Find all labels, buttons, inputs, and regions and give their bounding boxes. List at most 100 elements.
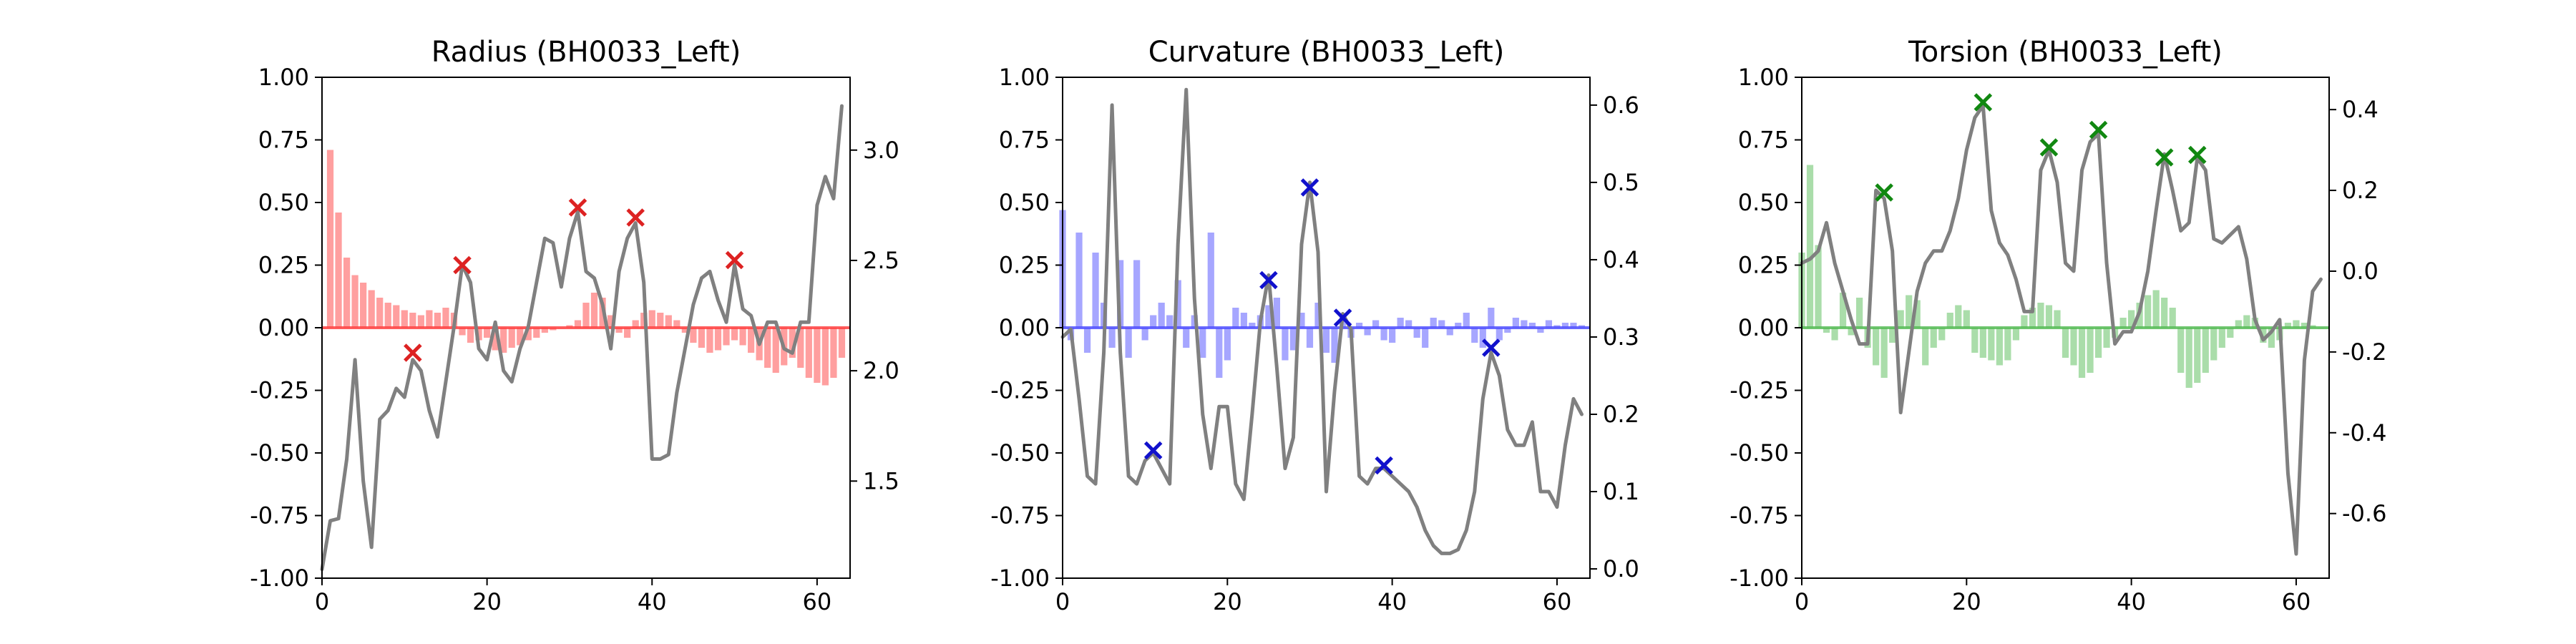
bar	[723, 328, 730, 346]
bar	[459, 328, 466, 336]
y-tick-label: -1.00	[1729, 565, 1789, 592]
bar	[1488, 308, 1495, 328]
y2-tick-label: -0.6	[2342, 500, 2386, 527]
y-tick-label: 0.75	[1738, 127, 1789, 154]
bar	[2194, 328, 2201, 383]
bar	[2293, 320, 2300, 328]
chart-title: Curvature (BH0033_Left)	[1148, 36, 1505, 69]
y2-tick-label: -0.4	[2342, 419, 2386, 447]
bar	[1397, 318, 1404, 328]
bar	[2078, 328, 2086, 378]
bar	[1282, 328, 1289, 361]
y2-tick-label: 0.0	[2342, 258, 2379, 285]
bar	[1996, 328, 2003, 366]
y-tick-label: 1.00	[999, 64, 1050, 91]
y-tick-label: 0.25	[999, 252, 1050, 279]
y-tick-label: 0.75	[999, 127, 1050, 154]
peak-marker	[2155, 148, 2174, 167]
x-tick-label: 20	[1213, 588, 1242, 615]
bar	[2045, 305, 2053, 328]
bar	[1199, 328, 1206, 358]
bar	[1298, 313, 1305, 328]
bar	[706, 328, 713, 353]
bar	[2235, 320, 2242, 328]
bar	[1265, 305, 1272, 328]
bar	[417, 315, 424, 328]
bar	[1930, 328, 1937, 348]
bar	[1405, 320, 1413, 328]
x-tick-label: 0	[1795, 588, 1809, 615]
bar	[764, 328, 771, 368]
bar	[1117, 260, 1124, 328]
bar	[797, 328, 804, 368]
x-tick-label: 60	[1543, 588, 1572, 615]
bar	[1446, 328, 1453, 336]
bar	[1471, 328, 1478, 343]
bar	[838, 328, 846, 358]
bar	[830, 328, 837, 378]
bar	[2054, 310, 2061, 328]
bar	[714, 328, 722, 351]
bar	[2070, 328, 2077, 366]
bar	[2062, 328, 2069, 358]
bar	[1216, 328, 1223, 378]
chart-title: Torsion (BH0033_Left)	[1908, 36, 2223, 69]
bar	[789, 328, 796, 358]
bar	[698, 328, 706, 348]
series-line	[320, 104, 844, 572]
bar	[1249, 323, 1256, 328]
y-tick-label: -0.25	[1729, 377, 1789, 404]
bar	[1823, 328, 1830, 333]
y2-tick-label: 0.3	[1603, 323, 1639, 351]
bar	[1331, 328, 1338, 363]
bar	[1889, 328, 1896, 343]
y-tick-label: 0.00	[999, 314, 1050, 341]
bar	[2268, 328, 2275, 348]
peak-marker	[725, 250, 744, 270]
peak-marker	[1875, 183, 1893, 202]
bar	[772, 328, 779, 373]
bar	[2128, 310, 2135, 328]
bar	[1364, 328, 1371, 336]
y-tick-label: -0.50	[1729, 439, 1789, 467]
peak-marker	[626, 208, 645, 227]
y-tick-label: 1.00	[1738, 64, 1789, 91]
y-tick-label: 0.00	[258, 314, 309, 341]
bar	[409, 313, 416, 328]
bar	[368, 290, 375, 328]
y-tick-label: -0.75	[990, 502, 1050, 530]
bar	[384, 303, 391, 328]
bar	[1355, 323, 1363, 328]
bar	[2087, 328, 2094, 373]
y2-tick-label: 2.5	[863, 247, 899, 274]
bar	[1150, 315, 1157, 328]
bar	[1979, 328, 1986, 358]
bar	[1873, 328, 1880, 366]
bar	[525, 328, 532, 341]
bar	[2094, 328, 2102, 358]
bar	[1463, 313, 1470, 328]
bar	[1848, 328, 1855, 336]
x-tick-label: 40	[2117, 588, 2146, 615]
y-tick-label: -1.00	[250, 565, 309, 592]
bar	[541, 328, 548, 333]
bar	[681, 328, 688, 333]
bar	[1092, 253, 1099, 328]
bar	[814, 328, 821, 383]
x-tick-label: 40	[1377, 588, 1407, 615]
y-tick-label: 0.50	[999, 189, 1050, 216]
bar	[2145, 295, 2152, 328]
chart-panel-1: 0 20 40 60 1.00 0.75 0.50 0.25 0.00 -0.25 -0.50 -0.…	[990, 36, 1639, 615]
bar	[1938, 328, 1946, 341]
bar	[1372, 320, 1380, 328]
peak-marker	[1300, 178, 1319, 197]
peak-marker	[1375, 456, 1393, 475]
bar	[1570, 323, 1577, 328]
bar	[1322, 328, 1330, 353]
bar	[1545, 320, 1553, 328]
y2-tick-label: 3.0	[863, 137, 899, 164]
bar	[1504, 328, 1511, 333]
bar	[632, 320, 639, 328]
bar	[351, 275, 358, 328]
